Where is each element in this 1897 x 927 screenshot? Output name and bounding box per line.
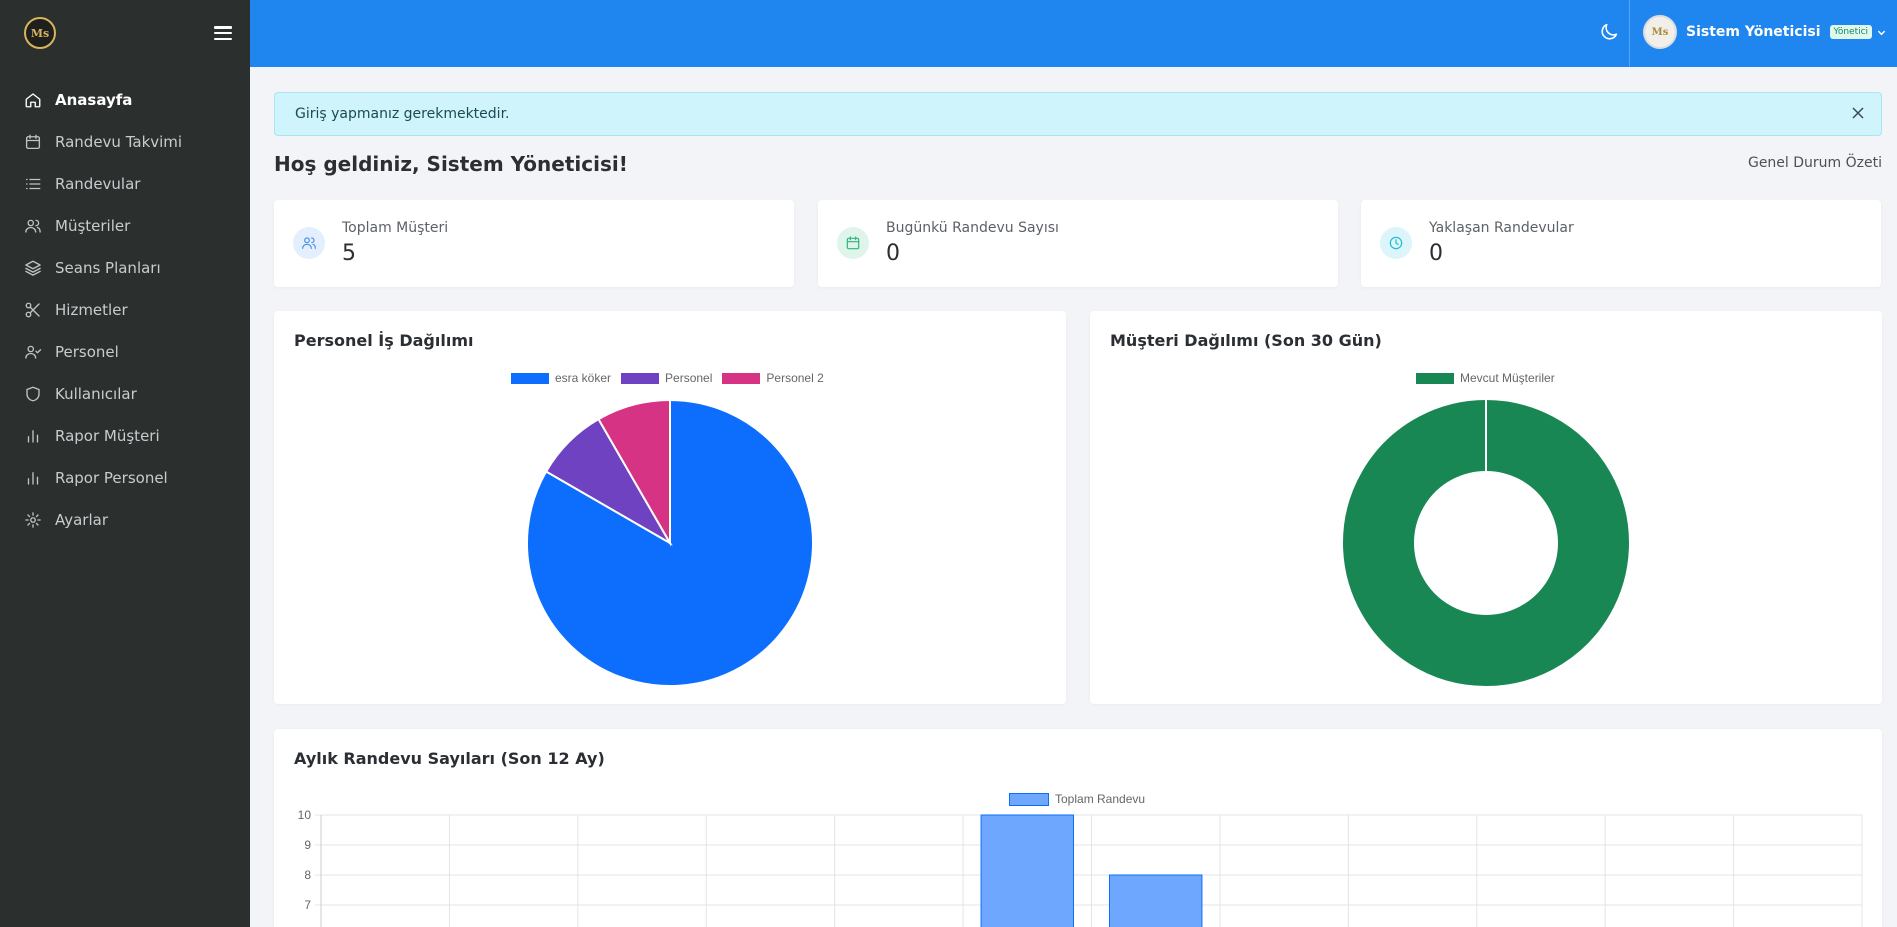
- chart-legend: Toplam Randevu: [1009, 792, 1155, 806]
- y-tick-label: 9: [304, 838, 311, 852]
- staff-distribution-panel: Personel İş Dağılımı esra köker Personel P…: [274, 311, 1066, 704]
- page-title: Hoş geldiniz, Sistem Yöneticisi!: [274, 152, 628, 176]
- sidebar-item-label: Müşteriler: [55, 217, 131, 235]
- legend-label: Personel 2: [766, 371, 824, 385]
- bar-chart-icon: [24, 427, 42, 445]
- legend-item[interactable]: Personel 2: [722, 371, 824, 385]
- bar-month-6[interactable]: [980, 814, 1075, 927]
- sidebar-item-hizmetler[interactable]: Hizmetler: [0, 289, 250, 331]
- bar-month-7[interactable]: [1108, 874, 1203, 927]
- stat-label: Toplam Müşteri: [342, 220, 449, 236]
- topbar: Ms Sistem Yöneticisi Yönetici: [250, 0, 1897, 67]
- bar-chart-icon: [24, 469, 42, 487]
- legend-item[interactable]: Personel: [621, 371, 712, 385]
- legend-label: Mevcut Müşteriler: [1460, 371, 1555, 385]
- topbar-divider: [1629, 0, 1630, 67]
- legend-label: Personel: [665, 371, 713, 385]
- avatar: Ms: [1643, 15, 1677, 49]
- stat-value: 0: [886, 241, 900, 266]
- sidebar-item-personel[interactable]: Personel: [0, 331, 250, 373]
- sidebar: Ms Anasayfa Randevu Takvimi Randevular Müşt…: [0, 0, 250, 927]
- sidebar-item-rapor-müşteri[interactable]: Rapor Müşteri: [0, 415, 250, 457]
- stat-value: 5: [342, 241, 356, 266]
- pie-slice-3[interactable]: [597, 398, 671, 547]
- role-badge: Yönetici: [1829, 25, 1873, 39]
- stat-value: 0: [1429, 241, 1443, 266]
- sidebar-item-label: Randevu Takvimi: [55, 133, 183, 151]
- close-icon[interactable]: [1851, 106, 1865, 120]
- login-alert: Giriş yapmanız gerekmektedir.: [274, 92, 1882, 136]
- stat-label: Bugünkü Randevu Sayısı: [886, 220, 1059, 236]
- legend-swatch: [1416, 372, 1454, 384]
- home-icon: [24, 91, 42, 109]
- gear-icon: [24, 511, 42, 529]
- user-menu[interactable]: Ms Sistem Yöneticisi Yönetici: [1643, 14, 1886, 50]
- sidebar-item-label: Personel: [55, 343, 119, 361]
- stat-card-upcoming-appointments: Yaklaşan Randevular 0: [1361, 200, 1881, 287]
- legend-swatch: [1009, 792, 1049, 806]
- legend-swatch: [621, 372, 660, 384]
- user-check-icon: [24, 343, 42, 361]
- legend-label: esra köker: [555, 371, 612, 385]
- sidebar-item-label: Anasayfa: [55, 91, 133, 109]
- sidebar-item-randevu-takvimi[interactable]: Randevu Takvimi: [0, 121, 250, 163]
- sidebar-item-label: Randevular: [55, 175, 141, 193]
- legend-swatch: [722, 372, 761, 384]
- panel-title: Müşteri Dağılımı (Son 30 Gün): [1110, 331, 1382, 350]
- dark-mode-toggle-icon[interactable]: [1598, 21, 1620, 43]
- chart-legend: esra köker Personel Personel 2: [511, 371, 834, 385]
- y-tick-label: 10: [298, 808, 312, 822]
- menu-toggle-icon[interactable]: [214, 26, 232, 40]
- legend-swatch: [511, 372, 549, 384]
- sidebar-item-rapor-personel[interactable]: Rapor Personel: [0, 457, 250, 499]
- sidebar-item-müşteriler[interactable]: Müşteriler: [0, 205, 250, 247]
- clock-icon: [1380, 227, 1412, 259]
- sidebar-item-label: Hizmetler: [55, 301, 128, 319]
- customer-distribution-panel: Müşteri Dağılımı (Son 30 Gün) Mevcut Müş…: [1090, 311, 1882, 704]
- sidebar-header: Ms: [0, 0, 250, 66]
- legend-item[interactable]: Toplam Randevu: [1009, 792, 1145, 806]
- legend-label: Toplam Randevu: [1055, 792, 1146, 806]
- stat-card-total-customers: Toplam Müşteri 5: [274, 200, 794, 287]
- stat-label: Yaklaşan Randevular: [1429, 220, 1574, 236]
- y-tick-label: 8: [304, 868, 311, 882]
- user-name: Sistem Yöneticisi: [1686, 24, 1821, 40]
- shield-icon: [24, 385, 42, 403]
- panel-title: Aylık Randevu Sayıları (Son 12 Ay): [294, 749, 605, 768]
- calendar-icon: [24, 133, 42, 151]
- staff-pie-chart: [526, 398, 814, 687]
- sidebar-item-randevular[interactable]: Randevular: [0, 163, 250, 205]
- brand-logo[interactable]: Ms: [24, 17, 56, 49]
- sidebar-item-anasayfa[interactable]: Anasayfa: [0, 79, 250, 121]
- alert-message: Giriş yapmanız gerekmektedir.: [295, 106, 510, 122]
- y-tick-label: 7: [304, 898, 311, 912]
- sidebar-item-label: Seans Planları: [55, 259, 161, 277]
- users-icon: [293, 227, 325, 259]
- calendar-icon: [837, 227, 869, 259]
- layers-icon: [24, 259, 42, 277]
- sidebar-item-kullanıcılar[interactable]: Kullanıcılar: [0, 373, 250, 415]
- sidebar-item-ayarlar[interactable]: Ayarlar: [0, 499, 250, 541]
- sidebar-item-label: Rapor Müşteri: [55, 427, 160, 445]
- sidebar-item-label: Kullanıcılar: [55, 385, 137, 403]
- sidebar-item-label: Rapor Personel: [55, 469, 168, 487]
- stat-card-today-appointments: Bugünkü Randevu Sayısı 0: [818, 200, 1338, 287]
- legend-item[interactable]: esra köker: [511, 371, 611, 385]
- sidebar-item-seans-planları[interactable]: Seans Planları: [0, 247, 250, 289]
- chart-legend: Mevcut Müşteriler: [1416, 371, 1565, 385]
- sidebar-nav: Anasayfa Randevu Takvimi Randevular Müşteri…: [0, 79, 250, 541]
- chevron-down-icon: [1877, 30, 1886, 35]
- summary-label: Genel Durum Özeti: [1747, 155, 1882, 171]
- customer-doughnut-chart: [1343, 400, 1629, 686]
- users-icon: [24, 217, 42, 235]
- list-icon: [24, 175, 42, 193]
- legend-item[interactable]: Mevcut Müşteriler: [1416, 371, 1555, 385]
- monthly-bar-chart: 10 9 8 7: [298, 808, 1863, 927]
- scissors-icon: [24, 301, 42, 319]
- sidebar-item-label: Ayarlar: [55, 511, 109, 529]
- monthly-appointments-panel: Aylık Randevu Sayıları (Son 12 Ay) Topla…: [274, 729, 1882, 927]
- doughnut-segment-1[interactable]: [1343, 400, 1629, 686]
- panel-title: Personel İş Dağılımı: [294, 331, 474, 350]
